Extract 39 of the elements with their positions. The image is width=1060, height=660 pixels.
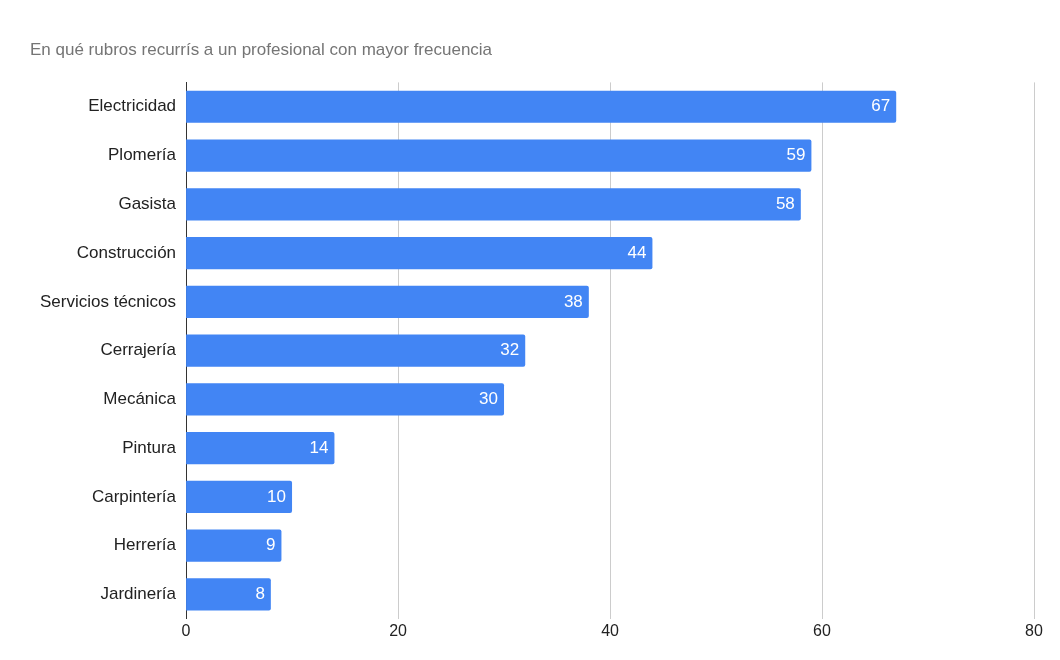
data-label: 14 (309, 437, 329, 457)
y-tick-label: Cerrajería (100, 340, 177, 360)
bar (186, 480, 293, 513)
y-tick-label: Gasista (118, 194, 177, 213)
data-label: 32 (500, 340, 520, 360)
y-tick-label: Pintura (122, 437, 177, 457)
bar (186, 188, 801, 221)
y-tick-label: Herrería (113, 535, 177, 555)
bar (186, 236, 653, 270)
bar (186, 578, 271, 611)
y-tick-label: Carpintería (91, 486, 177, 506)
x-tick-label: 0 (181, 621, 191, 639)
data-label: 58 (775, 194, 795, 213)
y-tick-label: Jardinería (100, 584, 177, 604)
chart-title: En qué rubros recurrís a un profesional con mayor frecuencia (30, 39, 493, 59)
data-label: 8 (255, 584, 265, 604)
data-label: 59 (786, 145, 806, 165)
x-tick-label: 80 (1025, 621, 1043, 639)
bar (186, 334, 526, 367)
y-tick-label: Electricidad (88, 96, 177, 116)
data-label: 67 (871, 96, 891, 116)
bar (186, 529, 282, 562)
bar (186, 139, 812, 172)
data-label: 30 (479, 389, 499, 409)
x-tick-label: 40 (601, 621, 620, 639)
y-tick-label: Servicios técnicos (39, 291, 177, 311)
x-tick-label: 20 (389, 621, 408, 639)
bar (186, 383, 505, 416)
data-label: 9 (265, 535, 276, 555)
y-tick-label: Construcción (76, 242, 177, 262)
bar (186, 285, 589, 318)
y-tick-label: Plomería (108, 145, 177, 165)
data-label: 44 (627, 242, 647, 262)
data-label: 38 (563, 291, 583, 311)
y-tick-label: Mecánica (103, 389, 177, 409)
bar (186, 90, 897, 123)
bar (186, 432, 335, 465)
data-label: 10 (267, 486, 287, 506)
x-tick-label: 60 (813, 621, 832, 639)
